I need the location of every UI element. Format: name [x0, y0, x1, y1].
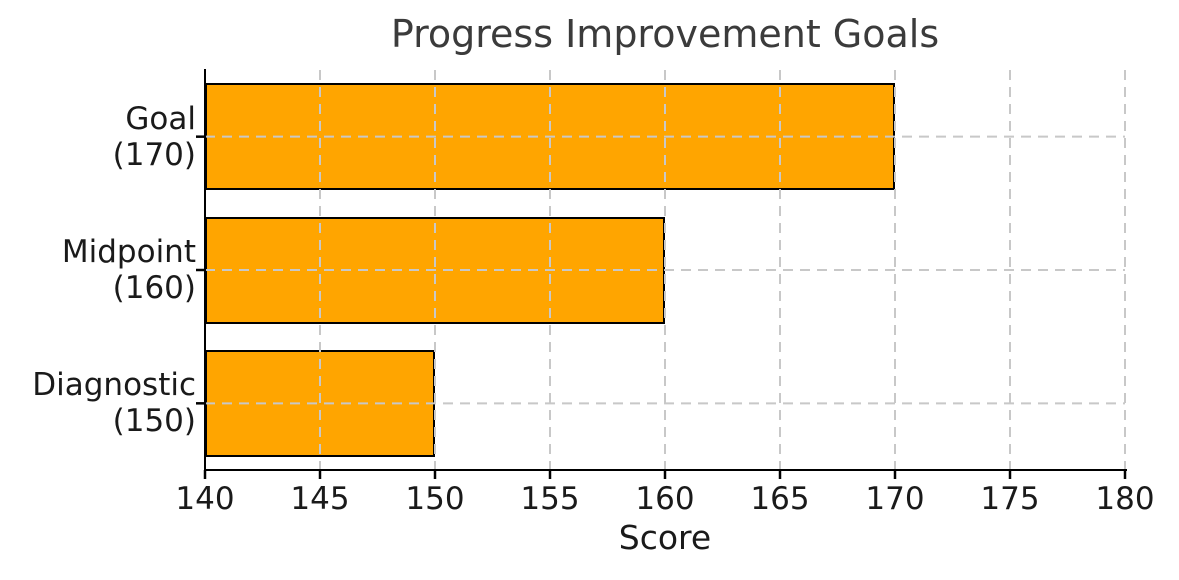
y-tick-label-line1: Midpoint	[61, 234, 196, 270]
y-tick-label-line2: (150)	[112, 403, 196, 440]
y-axis-line	[203, 69, 206, 471]
y-tick-label-line2: (170)	[112, 136, 196, 173]
x-tick-label-145: 145	[290, 481, 350, 517]
y-tick-label-diagnostic: Diagnostic (150)	[0, 367, 196, 439]
y-tick-label-line2: (160)	[112, 270, 196, 306]
x-tick-label-160: 160	[635, 481, 695, 517]
x-tick-label-165: 165	[750, 481, 810, 517]
y-tick-label-line1: Goal	[125, 100, 196, 137]
y-tick-label-midpoint: Midpoint (160)	[0, 234, 196, 306]
x-tick-label-170: 170	[865, 481, 925, 517]
gridlines-and-ticks	[196, 70, 1127, 479]
plot-area	[196, 69, 1127, 479]
y-tick-label-line1: Diagnostic	[32, 367, 196, 404]
x-axis-line	[203, 468, 1127, 472]
x-axis-title: Score	[618, 518, 712, 557]
x-tick-label-150: 150	[405, 481, 465, 517]
x-tick-label-140: 140	[175, 481, 235, 517]
x-tick-label-180: 180	[1095, 481, 1155, 517]
y-tick-label-goal: Goal (170)	[0, 101, 196, 173]
x-tick-label-175: 175	[980, 481, 1040, 517]
x-tick-label-155: 155	[520, 481, 580, 517]
chart-title: Progress Improvement Goals	[390, 12, 940, 56]
